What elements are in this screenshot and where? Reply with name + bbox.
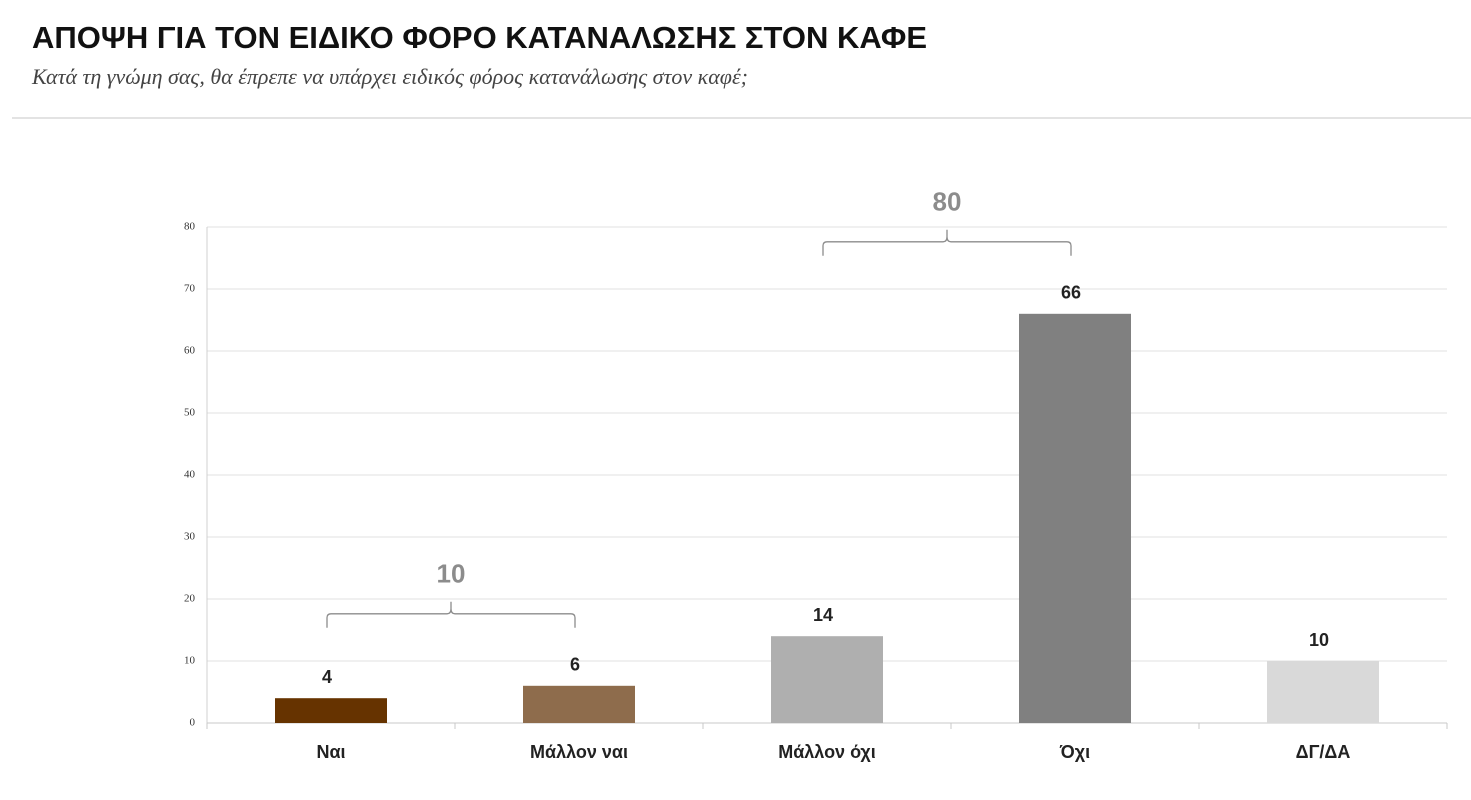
bracket — [822, 229, 1072, 256]
y-tick-label: 50 — [184, 407, 196, 419]
x-tick-label: Μάλλον ναι — [530, 742, 628, 762]
annotation-label: 80 — [933, 187, 962, 217]
bar — [1019, 313, 1131, 723]
annotation-label: 10 — [437, 559, 466, 589]
y-tick-label: 40 — [184, 469, 196, 481]
chart-title: ΑΠΟΨΗ ΓΙΑ ΤΟΝ ΕΙΔΙΚΟ ΦΟΡΟ ΚΑΤΑΝΑΛΩΣΗΣ ΣΤ… — [32, 20, 927, 55]
bar — [523, 685, 635, 723]
bar — [1267, 661, 1379, 723]
bar — [275, 698, 387, 723]
value-label: 10 — [1309, 630, 1329, 650]
value-label: 6 — [570, 655, 580, 675]
x-tick-label: ΔΓ/ΔΑ — [1296, 742, 1351, 762]
value-label: 14 — [813, 605, 833, 625]
x-tick-label: Ναι — [316, 742, 345, 762]
y-tick-label: 0 — [190, 717, 196, 729]
bracket — [326, 601, 576, 628]
chart-subtitle: Κατά τη γνώμη σας, θα έπρεπε να υπάρχει … — [31, 64, 748, 89]
x-tick-label: Όχι — [1059, 742, 1090, 762]
y-tick-label: 70 — [184, 283, 196, 295]
value-label: 4 — [322, 667, 332, 687]
x-tick-label: Μάλλον όχι — [778, 742, 876, 762]
y-tick-label: 10 — [184, 655, 196, 667]
y-tick-label: 60 — [184, 345, 196, 357]
value-label: 66 — [1061, 283, 1081, 303]
y-tick-label: 80 — [184, 221, 196, 233]
y-tick-label: 30 — [184, 531, 196, 543]
y-tick-label: 20 — [184, 593, 196, 605]
bar — [771, 636, 883, 723]
